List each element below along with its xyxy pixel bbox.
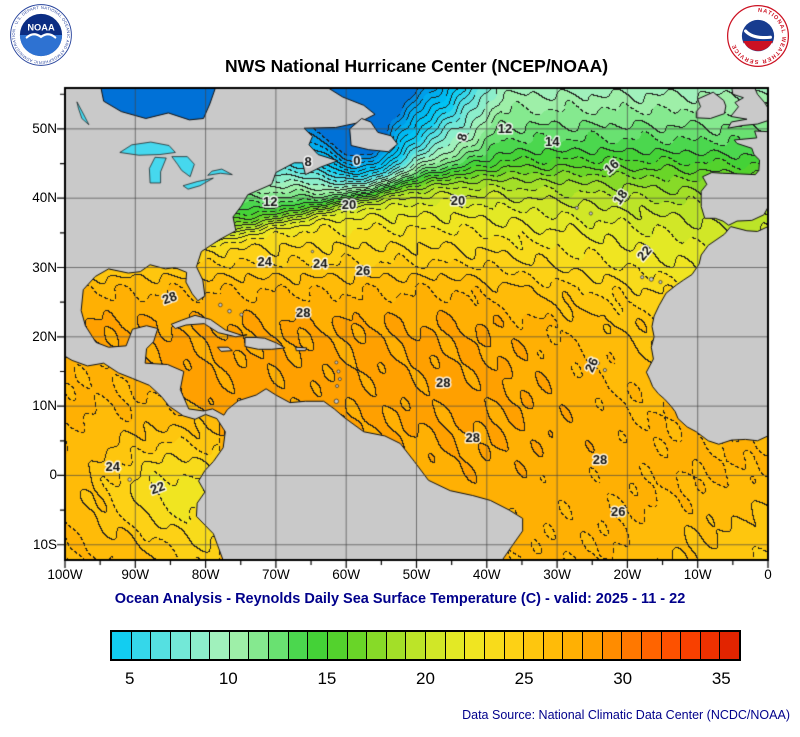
- colorbar-tick-label: 20: [416, 669, 435, 688]
- colorbar-cell: [288, 632, 309, 659]
- y-tick-label: 10S: [32, 536, 57, 552]
- colorbar-cell: [269, 632, 289, 659]
- colorbar-tick-label: 5: [124, 669, 135, 688]
- map-caption: Ocean Analysis - Reynolds Daily Sea Surf…: [114, 591, 686, 607]
- colorbar-cell: [386, 632, 407, 659]
- x-tick-label: 10W: [683, 567, 712, 582]
- y-tick-label: 0: [49, 467, 57, 483]
- noaa-sea-icon: [19, 35, 63, 57]
- x-tick-label: 30W: [543, 567, 571, 582]
- colorbar-cell: [622, 632, 642, 659]
- x-tick-label: 60W: [332, 567, 361, 582]
- colorbar: [110, 630, 741, 661]
- colorbar-cell: [367, 632, 387, 659]
- nws-logo[interactable]: NATIONAL WEATHER SERVICE: [727, 5, 789, 67]
- colorbar-cell: [308, 632, 328, 659]
- colorbar-cell: [681, 632, 701, 659]
- colorbar-cell: [524, 632, 544, 659]
- data-source-note: Data Source: National Climatic Data Cent…: [462, 708, 790, 722]
- colorbar-cell: [661, 632, 682, 659]
- noaa-gull-icon: [25, 33, 57, 39]
- colorbar-tick-label: 25: [514, 669, 534, 688]
- colorbar-cell: [327, 632, 348, 659]
- colorbar-cell: [112, 632, 132, 659]
- x-tick-label: 80W: [191, 567, 220, 582]
- y-tick-label: 30N: [32, 259, 57, 275]
- y-tick-label: 50N: [32, 120, 57, 136]
- colorbar-cell: [445, 632, 466, 659]
- colorbar-cell: [347, 632, 368, 659]
- colorbar-tick-label: 30: [613, 669, 633, 688]
- colorbar-cell: [484, 632, 505, 659]
- x-tick-label: 100W: [47, 567, 83, 582]
- sst-map-canvas: [45, 78, 785, 578]
- colorbar-cell: [210, 632, 230, 659]
- noaa-logo[interactable]: NATIONAL OCEANIC AND ATMOSPHERIC ADMINIS…: [10, 4, 72, 66]
- x-tick-label: 90W: [121, 567, 150, 582]
- colorbar-cell: [583, 632, 603, 659]
- page-title: NWS National Hurricane Center (NCEP/NOAA…: [224, 56, 609, 76]
- x-tick-label: 70W: [262, 567, 290, 582]
- colorbar-cell: [465, 632, 485, 659]
- x-tick-label: 20W: [613, 567, 642, 582]
- nws-stripes-icon: [743, 40, 773, 51]
- nws-stripe-line-icon: [743, 43, 773, 53]
- colorbar-cell: [720, 632, 739, 659]
- colorbar-cell: [504, 632, 525, 659]
- colorbar-cell: [543, 632, 564, 659]
- colorbar-cell: [131, 632, 152, 659]
- colorbar-cell: [563, 632, 583, 659]
- y-tick-label: 10N: [32, 398, 57, 414]
- colorbar-cell: [406, 632, 426, 659]
- colorbar-cell: [426, 632, 446, 659]
- colorbar-tick-label: 15: [317, 669, 337, 688]
- y-tick-label: 40N: [32, 190, 57, 206]
- colorbar-cell: [641, 632, 662, 659]
- y-tick-label: 20N: [32, 328, 57, 344]
- x-tick-label: 0: [764, 567, 772, 582]
- noaa-center-text: NOAA: [27, 23, 55, 33]
- colorbar-cell: [151, 632, 171, 659]
- colorbar-cell: [249, 632, 269, 659]
- colorbar-cell: [229, 632, 250, 659]
- colorbar-cell: [602, 632, 623, 659]
- x-tick-label: 50W: [402, 567, 431, 582]
- colorbar-cell: [170, 632, 191, 659]
- colorbar-cell: [700, 632, 721, 659]
- colorbar-tick-label: 10: [218, 669, 238, 688]
- colorbar-cell: [190, 632, 211, 659]
- colorbar-tick-labels: 5 10 15 20 25 30 35: [110, 669, 741, 693]
- colorbar-tick-label: 35: [711, 669, 731, 688]
- x-tick-label: 40W: [472, 567, 501, 582]
- nws-bird-icon: [744, 29, 772, 40]
